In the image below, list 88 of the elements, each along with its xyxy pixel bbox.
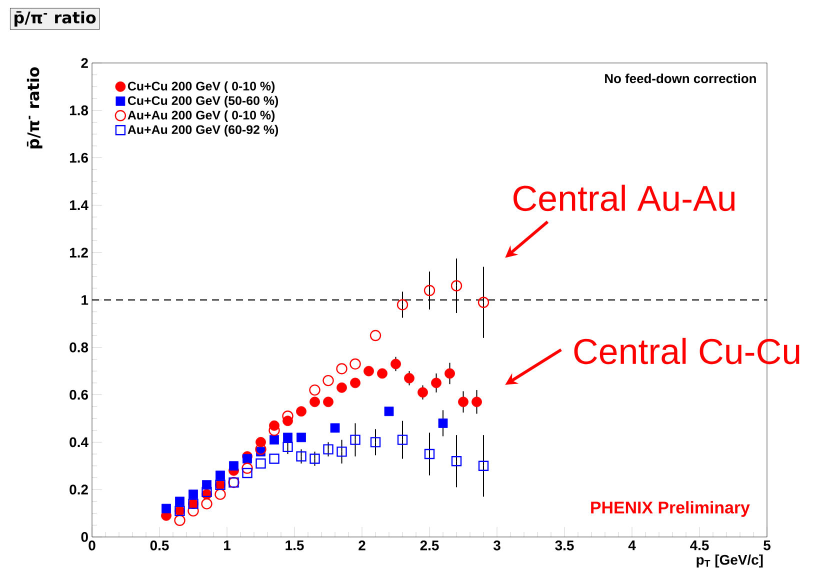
point <box>450 280 462 292</box>
y-tick-label: 1.8 <box>70 105 88 116</box>
point <box>330 423 340 433</box>
annotation: Central Cu-Cu <box>574 338 800 364</box>
point <box>424 448 435 460</box>
legend-label: Cu+Cu 200 GeV ( 0-10 %) <box>128 81 275 93</box>
point <box>242 454 252 464</box>
y-tick-label: 0.6 <box>70 390 88 400</box>
point <box>336 446 347 457</box>
y-tick-label: 0.8 <box>70 342 88 352</box>
point <box>201 498 212 510</box>
point <box>397 434 408 445</box>
point <box>310 454 320 464</box>
point <box>404 372 414 384</box>
annotation: No feed-down correction <box>605 74 756 84</box>
point <box>174 514 186 526</box>
point <box>472 396 482 408</box>
point <box>282 442 293 452</box>
point <box>296 406 306 417</box>
y-tick-label: 1 <box>82 295 88 305</box>
y-tick-label: 1.2 <box>70 248 88 258</box>
y-tick-label: 0.4 <box>70 437 88 448</box>
point <box>269 454 280 464</box>
point <box>296 432 306 442</box>
point <box>350 378 360 388</box>
point <box>162 504 171 514</box>
point <box>438 418 448 428</box>
annotation: Central Au-Au <box>514 184 735 212</box>
legend-label: Cu+Cu 200 GeV (50-60 %) <box>128 96 278 108</box>
annotation: PHENIX Preliminary <box>591 501 750 517</box>
point <box>336 363 348 374</box>
y-axis-title: p̄/π$^{-}$ ratio <box>26 67 42 148</box>
point <box>296 451 306 462</box>
point <box>309 384 320 396</box>
x-tick-label: 2 <box>358 540 366 550</box>
point <box>310 396 320 408</box>
point <box>323 444 334 454</box>
point <box>444 368 455 379</box>
x-tick-label: 4.5 <box>690 540 709 550</box>
point <box>322 374 334 386</box>
y-tick-label: 1.6 <box>70 152 88 163</box>
point <box>424 284 436 296</box>
chart-title: p̄/π$^{-}$ ratio <box>14 11 96 27</box>
point <box>175 496 184 506</box>
point <box>418 387 428 398</box>
x-tick-label: 0 <box>88 540 96 550</box>
point <box>256 458 266 469</box>
legend-label: Au+Au 200 GeV ( 0-10 %) <box>128 110 275 122</box>
y-tick-label: 2 <box>81 58 88 68</box>
point <box>255 444 266 455</box>
point <box>283 432 292 442</box>
point <box>396 299 408 310</box>
point <box>242 468 252 478</box>
point <box>431 378 442 388</box>
x-tick-label: 4 <box>628 540 636 550</box>
x-tick-label: 3 <box>493 540 500 550</box>
x-tick-label: 0.5 <box>150 540 169 550</box>
point <box>202 486 212 498</box>
y-tick-label: 1.4 <box>70 200 88 210</box>
point <box>350 358 361 370</box>
point <box>478 460 489 471</box>
point <box>370 437 381 448</box>
point <box>370 330 382 342</box>
point <box>364 366 374 376</box>
point <box>270 435 279 445</box>
point <box>390 358 401 370</box>
point <box>242 462 253 474</box>
point <box>478 296 490 308</box>
point <box>229 461 238 471</box>
point <box>384 406 394 416</box>
point <box>377 368 388 379</box>
point <box>216 470 225 480</box>
point <box>458 396 468 408</box>
point <box>188 490 198 500</box>
point <box>451 456 462 466</box>
point <box>350 434 360 445</box>
x-tick-label: 1 <box>224 540 231 550</box>
point <box>214 488 226 500</box>
y-tick-label: 0.2 <box>70 484 88 495</box>
x-tick-label: 2.5 <box>420 540 439 550</box>
x-tick-label: 3.5 <box>555 540 574 550</box>
x-tick-label: 5 <box>764 540 771 550</box>
x-axis-title: p$_{T}$ [GeV/c] <box>696 554 763 568</box>
y-tick-label: 0 <box>81 532 88 542</box>
point <box>336 382 347 393</box>
point <box>323 396 334 408</box>
legend-label: Au+Au 200 GeV (60-92 %) <box>128 124 278 136</box>
x-tick-label: 1.5 <box>286 540 304 550</box>
